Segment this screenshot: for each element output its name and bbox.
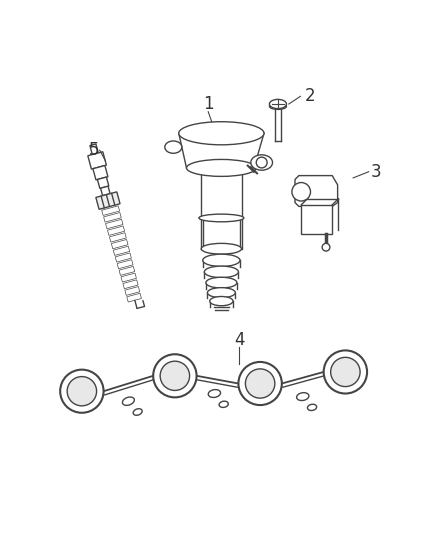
Ellipse shape: [210, 296, 233, 306]
Polygon shape: [97, 177, 109, 188]
Ellipse shape: [187, 159, 256, 176]
Ellipse shape: [297, 393, 309, 400]
Ellipse shape: [269, 103, 286, 109]
Circle shape: [67, 377, 97, 406]
Circle shape: [60, 370, 103, 413]
Polygon shape: [96, 192, 120, 209]
Circle shape: [292, 182, 311, 201]
Ellipse shape: [206, 277, 237, 288]
Ellipse shape: [269, 99, 286, 109]
Polygon shape: [106, 219, 123, 229]
Ellipse shape: [208, 288, 235, 297]
Text: 3: 3: [371, 163, 381, 181]
Polygon shape: [119, 266, 135, 276]
Polygon shape: [115, 253, 131, 262]
Text: 4: 4: [234, 330, 244, 349]
Ellipse shape: [133, 409, 142, 415]
Circle shape: [160, 361, 190, 391]
Circle shape: [153, 354, 197, 398]
Polygon shape: [88, 152, 106, 169]
Circle shape: [245, 369, 275, 398]
Ellipse shape: [165, 141, 182, 154]
Polygon shape: [107, 226, 125, 236]
Polygon shape: [110, 233, 126, 242]
Ellipse shape: [203, 254, 240, 266]
Ellipse shape: [204, 266, 238, 278]
Circle shape: [331, 357, 360, 386]
Ellipse shape: [219, 401, 228, 407]
Polygon shape: [295, 175, 338, 206]
Circle shape: [324, 350, 367, 393]
Ellipse shape: [199, 214, 244, 222]
Polygon shape: [102, 206, 120, 215]
Circle shape: [238, 362, 282, 405]
Polygon shape: [117, 260, 133, 269]
Polygon shape: [111, 239, 128, 249]
Polygon shape: [125, 287, 140, 295]
Polygon shape: [121, 273, 136, 282]
Polygon shape: [104, 213, 121, 222]
Bar: [301, 205, 332, 234]
Polygon shape: [93, 166, 108, 180]
Text: 1: 1: [203, 95, 213, 113]
Polygon shape: [90, 144, 98, 155]
Ellipse shape: [208, 390, 221, 398]
Ellipse shape: [122, 397, 134, 406]
Ellipse shape: [201, 244, 241, 254]
Polygon shape: [101, 186, 110, 196]
Polygon shape: [113, 246, 130, 255]
Polygon shape: [127, 293, 141, 302]
Polygon shape: [123, 280, 138, 289]
Text: 5: 5: [88, 141, 99, 159]
Ellipse shape: [251, 155, 272, 170]
Ellipse shape: [307, 404, 317, 410]
Text: 2: 2: [305, 87, 316, 106]
Circle shape: [322, 244, 330, 251]
Ellipse shape: [179, 122, 264, 145]
Circle shape: [256, 157, 267, 168]
